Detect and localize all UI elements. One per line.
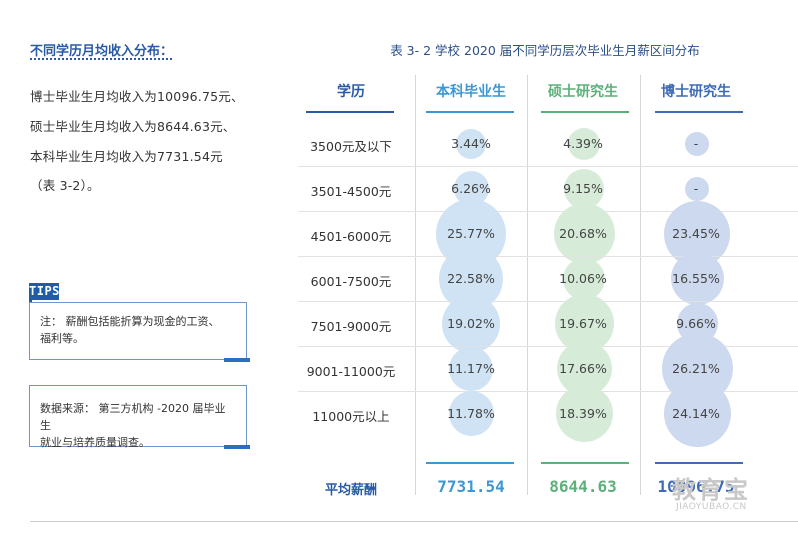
row-label: 4501-6000元 (310, 228, 392, 244)
value-bubble (564, 168, 604, 209)
source-box-corner (224, 445, 250, 449)
cell-value: 23.45% (672, 225, 720, 241)
header-underline (655, 111, 743, 113)
cell-value: 9.66% (676, 315, 716, 331)
value-bubble (663, 380, 731, 447)
summary-line-3: 本科毕业生月均收入为7731.54元 (30, 149, 223, 164)
note-box: 注： 薪酬包括能折算为现金的工资、 福利等。 (29, 302, 247, 360)
column-divider (527, 75, 528, 495)
row-label: 11000元以上 (312, 408, 390, 424)
tips-badge: TIPS (29, 283, 60, 300)
row-separator (298, 256, 798, 257)
row-separator (298, 211, 798, 212)
summary-line-4: （表 3-2）。 (30, 178, 100, 193)
avg-divider (541, 462, 629, 464)
cell-value: 16.55% (672, 270, 720, 286)
header-doctor: 博士研究生 (661, 84, 731, 100)
avg-doctor: 10096.75 (657, 477, 735, 496)
value-bubble (568, 127, 600, 160)
note-line-2: 福利等。 (40, 332, 84, 345)
cell-value: 11.17% (447, 360, 495, 376)
header-underline (306, 111, 394, 113)
value-bubble (685, 131, 709, 156)
value-bubble (448, 391, 494, 436)
cell-value: 9.15% (563, 180, 603, 196)
cell-value: 19.67% (559, 315, 607, 331)
summary-line-2: 硕士毕业生月均收入为8644.63元、 (30, 119, 236, 134)
table-title: 表 3- 2 学校 2020 届不同学历层次毕业生月薪区间分布 (390, 43, 700, 58)
cell-value: 19.02% (447, 315, 495, 331)
header-bachelor: 本科毕业生 (436, 84, 506, 100)
row-label: 6001-7500元 (310, 273, 392, 289)
avg-salary-label: 平均薪酬 (324, 483, 377, 498)
cell-value: 24.14% (672, 405, 720, 421)
value-bubble (563, 257, 605, 300)
column-divider (415, 75, 416, 495)
value-bubble (553, 203, 615, 264)
note-box-corner (224, 358, 250, 362)
section-title-underline (30, 58, 172, 60)
cell-value: 20.68% (559, 225, 607, 241)
value-bubble (555, 385, 613, 442)
value-bubble (442, 294, 500, 353)
value-bubble (456, 128, 486, 159)
avg-divider (426, 462, 514, 464)
row-separator (298, 346, 798, 347)
cell-value: 3.44% (451, 135, 491, 151)
row-label: 7501-9000元 (310, 318, 392, 334)
cell-value: 11.78% (447, 405, 495, 421)
source-line-1: 数据来源： 第三方机构 -2020 届毕业生 (40, 402, 226, 432)
row-label: 9001-11000元 (306, 363, 396, 379)
cell-value: 6.26% (451, 180, 491, 196)
source-box: 数据来源： 第三方机构 -2020 届毕业生 就业与培养质量调查。 (29, 385, 247, 449)
row-separator (298, 301, 798, 302)
header-underline (541, 111, 629, 113)
avg-master: 8644.63 (549, 477, 617, 496)
cell-value: 17.66% (559, 360, 607, 376)
watermark-logo: 教育宝 (672, 476, 750, 504)
cell-value: 18.39% (559, 405, 607, 421)
cell-value: - (693, 135, 699, 151)
cell-value: 26.21% (672, 360, 720, 376)
avg-divider (655, 462, 743, 464)
summary-line-1: 博士毕业生月均收入为10096.75元、 (30, 89, 244, 104)
header-underline (426, 111, 514, 113)
value-bubble (449, 346, 493, 391)
note-line-1: 注： 薪酬包括能折算为现金的工资、 (40, 315, 220, 328)
header-master: 硕士研究生 (548, 84, 618, 100)
value-bubble (685, 176, 709, 201)
row-separator (298, 391, 798, 392)
row-label: 3500元及以下 (310, 138, 392, 154)
cell-value: 10.06% (559, 270, 607, 286)
cell-value: - (693, 180, 699, 196)
source-line-2: 就业与培养质量调查。 (40, 436, 150, 449)
column-divider (640, 75, 641, 495)
value-bubble (670, 252, 724, 305)
footer-rule (30, 521, 798, 522)
row-label: 3501-4500元 (310, 183, 392, 199)
header-education: 学历 (337, 84, 365, 100)
cell-value: 22.58% (447, 270, 495, 286)
cell-value: 4.39% (563, 135, 603, 151)
section-title: 不同学历月均收入分布： (30, 44, 174, 59)
avg-bachelor: 7731.54 (437, 477, 505, 496)
row-separator (298, 166, 798, 167)
watermark-url: JIAOYUBAO.CN (676, 502, 747, 512)
cell-value: 25.77% (447, 225, 495, 241)
